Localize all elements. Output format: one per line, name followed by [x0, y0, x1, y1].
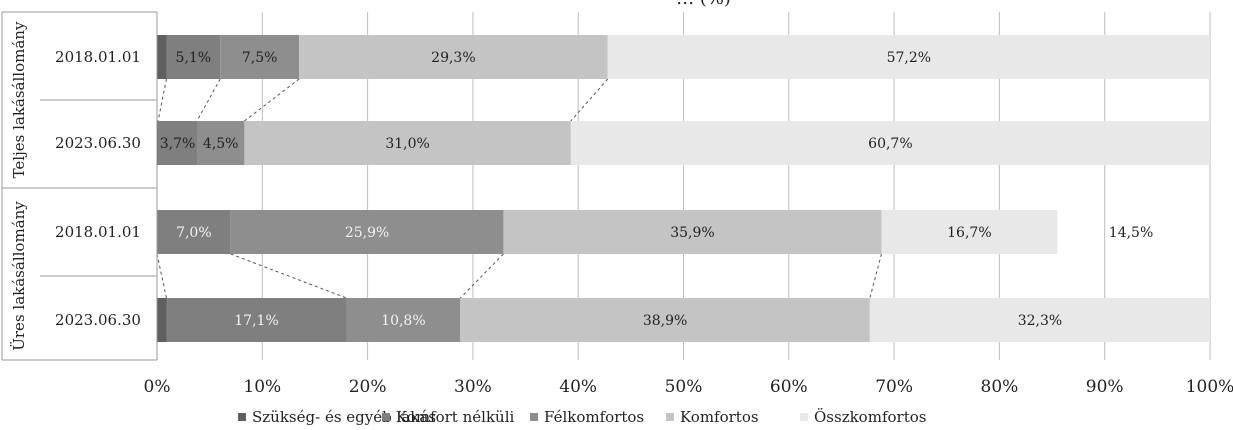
group-label: Teljes lakásállomány — [10, 21, 28, 178]
bar-data-label: 25,9% — [345, 225, 389, 241]
bar-segment — [607, 35, 1210, 79]
category-label: 2023.06.30 — [55, 311, 141, 329]
bar-data-label: 60,7% — [868, 136, 912, 152]
group-label: Üres lakásállomány — [10, 201, 28, 351]
series-connector — [459, 253, 504, 299]
legend-swatch — [666, 413, 674, 421]
bar-segment — [197, 121, 245, 165]
axes: 0% 10% 20% 30% 40% 50% 60% 70% 80% 90% 100% 2018.01… — [1, 11, 1233, 397]
bar-data-label: 35,9% — [670, 225, 714, 241]
bar-segment — [157, 35, 167, 79]
bar-data-label: 7,5% — [242, 50, 278, 66]
series-connectors — [156, 78, 882, 299]
bar-data-label: 57,2% — [887, 50, 931, 66]
legend-swatch — [238, 413, 246, 421]
chart-title: … (%) — [676, 0, 731, 9]
bar-segment — [157, 121, 159, 165]
x-tick-label: 40% — [559, 377, 597, 397]
bar-segment — [570, 121, 1210, 165]
bar-data-label: 32,3% — [1018, 313, 1062, 329]
bar-data-label: 16,7% — [947, 225, 991, 241]
bar-segment — [230, 210, 504, 254]
x-tick-label: 50% — [665, 377, 703, 397]
series-connector — [230, 253, 347, 299]
bar-data-label: 17,1% — [234, 313, 278, 329]
legend-swatch — [800, 413, 808, 421]
x-tick-label: 100% — [1186, 377, 1233, 397]
bar-data-label: 5,1% — [176, 50, 212, 66]
bar-segment — [157, 210, 231, 254]
x-tick-label: 10% — [243, 377, 281, 397]
bar-data-label: 14,5% — [1109, 225, 1153, 241]
series-connector — [156, 253, 167, 299]
bar-segment — [157, 298, 167, 342]
x-tick-label: 90% — [1086, 377, 1124, 397]
bar-data-label: 29,3% — [431, 50, 475, 66]
bar-segment — [166, 298, 347, 342]
legend-label: Komfortos — [680, 408, 759, 426]
legend-label: Komfort nélküli — [396, 408, 514, 426]
series-connector — [244, 78, 300, 122]
category-label: 2023.06.30 — [55, 134, 141, 152]
series-connector — [570, 78, 609, 122]
x-tick-label: 30% — [454, 377, 492, 397]
bar-segment — [220, 35, 300, 79]
bar-segment — [299, 35, 608, 79]
bar-segment — [346, 298, 461, 342]
legend-label: Félkomfortos — [544, 408, 644, 426]
bar-data-label: 10,8% — [381, 313, 425, 329]
bar-segment — [158, 121, 198, 165]
bar-segment — [244, 121, 571, 165]
bar-data-label: 31,0% — [385, 136, 429, 152]
category-label: 2018.01.01 — [55, 48, 141, 66]
x-tick-label: 20% — [349, 377, 387, 397]
legend-label: Összkomfortos — [814, 408, 926, 426]
bar-segment — [503, 210, 882, 254]
legend-label: Szükség- és egyéb lakás — [252, 408, 436, 426]
bars: 5,1% 7,5% 29,3% 57,2% 3,7% 4,5% 31,0% 60,7% 7,0%… — [157, 35, 1210, 342]
bar-data-label: 7,0% — [176, 225, 212, 241]
legend-swatch — [382, 413, 390, 421]
bar-data-label: 38,9% — [643, 313, 687, 329]
bar-data-label: 3,7% — [160, 136, 196, 152]
series-connector — [157, 78, 167, 122]
x-tick-label: 60% — [770, 377, 808, 397]
bar-segment — [166, 35, 221, 79]
series-connector — [196, 78, 221, 122]
x-tick-label: 70% — [875, 377, 913, 397]
legend-swatch — [530, 413, 538, 421]
x-tick-label: 0% — [144, 377, 171, 397]
bar-segment — [460, 298, 870, 342]
series-connector — [869, 253, 882, 299]
bar-data-label: 4,5% — [203, 136, 239, 152]
bar-segment — [869, 298, 1210, 342]
category-label: 2018.01.01 — [55, 223, 141, 241]
x-tick-label: 80% — [981, 377, 1019, 397]
bar-segment — [881, 210, 1058, 254]
